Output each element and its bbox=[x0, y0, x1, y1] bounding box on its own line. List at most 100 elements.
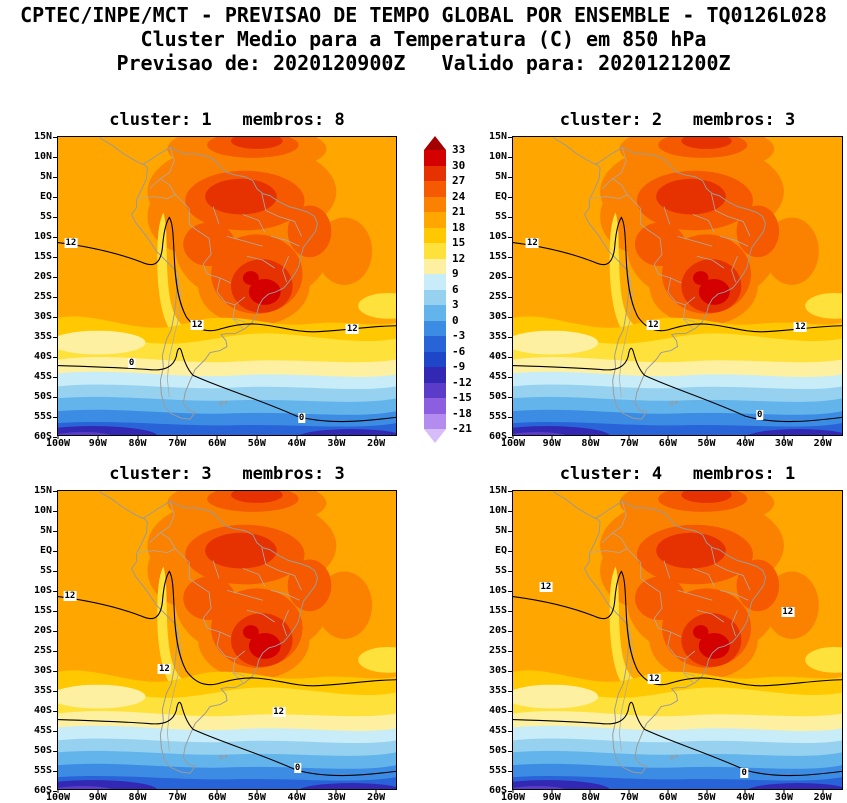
panel-title: cluster: 2 membros: 3 bbox=[559, 110, 796, 130]
colorbar-segment bbox=[424, 165, 446, 181]
colorbar-level-label: 0 bbox=[452, 313, 459, 327]
lat-tick-label: 10N bbox=[488, 505, 507, 516]
colorbar-level-label: -18 bbox=[452, 406, 472, 420]
colorbar-level-label: 18 bbox=[452, 220, 466, 234]
colorbar-segment bbox=[424, 382, 446, 398]
lon-tick-mark bbox=[628, 789, 630, 793]
colorbar-segment bbox=[424, 336, 446, 352]
colorbar-level-label: -15 bbox=[452, 391, 472, 404]
lat-tick-label: 10S bbox=[488, 585, 507, 596]
lat-tick-mark bbox=[508, 491, 512, 492]
lat-tick-mark bbox=[508, 711, 512, 712]
lat-tick-label: 15S bbox=[488, 605, 507, 616]
lat-tick-mark bbox=[508, 651, 512, 652]
colorbar-segment bbox=[424, 413, 446, 429]
colorbar-level-label: -3 bbox=[452, 329, 466, 342]
colorbar-level-label: 12 bbox=[452, 251, 466, 265]
lon-tick-mark bbox=[706, 789, 708, 793]
lat-tick-label: EQ bbox=[494, 545, 507, 556]
lon-tick-label: 80W bbox=[581, 792, 600, 803]
colorbar-level-label: 3 bbox=[452, 298, 459, 311]
lat-tick-mark bbox=[508, 571, 512, 572]
chart-title: CPTEC/INPE/MCT - PREVISAO DE TEMPO GLOBA… bbox=[20, 3, 827, 27]
lat-tick-label: 5S bbox=[494, 565, 507, 576]
lon-tick-mark bbox=[512, 789, 514, 793]
map-plot: 15N 10N 5N EQ 5S 10S 15S 20S 25S 30S 35S 40S 45S 50S 5… bbox=[489, 485, 843, 803]
colorbar-level-label: 6 bbox=[452, 282, 459, 296]
lon-tick-label: 90W bbox=[542, 792, 561, 803]
colorbar-segment bbox=[424, 351, 446, 367]
lat-tick-label: 35S bbox=[488, 685, 507, 696]
colorbar-segment bbox=[424, 258, 446, 274]
colorbar-segment bbox=[424, 305, 446, 321]
colorbar-arrow-up bbox=[424, 136, 446, 150]
lat-tick-mark bbox=[508, 671, 512, 672]
colorbar: 33 30 27 24 21 18 15 12 9 6 3 0 -3 -6 -9 -12 -15 -18 -21 bbox=[424, 136, 472, 443]
colorbar-segment bbox=[424, 274, 446, 290]
lat-tick-label: 20S bbox=[488, 625, 507, 636]
lat-tick-mark bbox=[508, 531, 512, 532]
lat-tick-label: 30S bbox=[488, 665, 507, 676]
colorbar-level-label: -12 bbox=[452, 375, 472, 389]
colorbar-segment bbox=[424, 289, 446, 305]
lon-tick-mark bbox=[822, 789, 824, 793]
panel-title: cluster: 3 membros: 3 bbox=[109, 464, 345, 484]
lon-tick-label: 50W bbox=[697, 792, 716, 803]
lon-tick-label: 60W bbox=[658, 792, 677, 803]
lat-tick-label: 50S bbox=[488, 745, 507, 756]
panel-title: cluster: 1 membros: 8 bbox=[109, 110, 345, 130]
lon-tick-mark bbox=[744, 789, 746, 793]
colorbar-level-label: -6 bbox=[452, 344, 466, 358]
lon-tick-mark bbox=[589, 789, 591, 793]
colorbar-segment bbox=[424, 150, 446, 166]
lat-tick-label: 60S bbox=[488, 785, 507, 796]
chart-subtitle: Cluster Medio para a Temperatura (C) em … bbox=[140, 27, 707, 51]
lat-tick-mark bbox=[508, 771, 512, 772]
colorbar-level-label: 30 bbox=[452, 158, 466, 172]
colorbar-arrow-down bbox=[424, 429, 446, 443]
colorbar-level-label: 21 bbox=[452, 205, 466, 218]
lon-tick-mark bbox=[783, 789, 785, 793]
colorbar-level-label: -21 bbox=[452, 422, 472, 435]
lat-tick-mark bbox=[508, 751, 512, 752]
forecast-times: Previsao de: 2020120900Z Valido para: 20… bbox=[116, 51, 731, 75]
lon-tick-label: 100W bbox=[500, 792, 526, 803]
lat-tick-label: 25S bbox=[488, 645, 507, 656]
colorbar-level-label: 27 bbox=[452, 174, 466, 187]
colorbar-segment bbox=[424, 398, 446, 414]
lat-tick-label: 40S bbox=[488, 705, 507, 716]
lon-tick-label: 70W bbox=[620, 792, 639, 803]
colorbar-level-label: -9 bbox=[452, 360, 466, 373]
colorbar-level-label: 33 bbox=[452, 143, 466, 156]
lat-tick-label: 55S bbox=[488, 765, 507, 776]
colorbar-segment bbox=[424, 320, 446, 336]
colorbar-segment bbox=[424, 227, 446, 243]
colorbar-segment bbox=[424, 367, 446, 383]
lon-tick-label: 40W bbox=[736, 792, 755, 803]
colorbar-segment bbox=[424, 212, 446, 228]
lon-tick-mark bbox=[667, 789, 669, 793]
temperature-map bbox=[513, 491, 842, 789]
colorbar-level-label: 9 bbox=[452, 267, 459, 280]
lon-tick-label: 30W bbox=[774, 792, 793, 803]
panel-title: cluster: 4 membros: 1 bbox=[559, 464, 796, 484]
lat-tick-mark bbox=[508, 551, 512, 552]
colorbar-segment bbox=[424, 243, 446, 259]
lat-tick-label: 45S bbox=[488, 725, 507, 736]
lat-tick-mark bbox=[508, 611, 512, 612]
lon-tick-label: 20W bbox=[813, 792, 832, 803]
lat-tick-mark bbox=[508, 631, 512, 632]
lat-tick-mark bbox=[508, 691, 512, 692]
colorbar-level-label: 15 bbox=[452, 236, 466, 249]
colorbar-level-label: 24 bbox=[452, 189, 466, 203]
lat-tick-mark bbox=[508, 591, 512, 592]
lon-tick-mark bbox=[551, 789, 553, 793]
lat-tick-label: 5N bbox=[494, 525, 507, 536]
lat-tick-label: 15N bbox=[488, 485, 507, 496]
colorbar-segment bbox=[424, 196, 446, 212]
colorbar-segment bbox=[424, 181, 446, 197]
lat-tick-mark bbox=[508, 791, 512, 792]
lat-tick-mark bbox=[508, 731, 512, 732]
lat-tick-mark bbox=[508, 511, 512, 512]
